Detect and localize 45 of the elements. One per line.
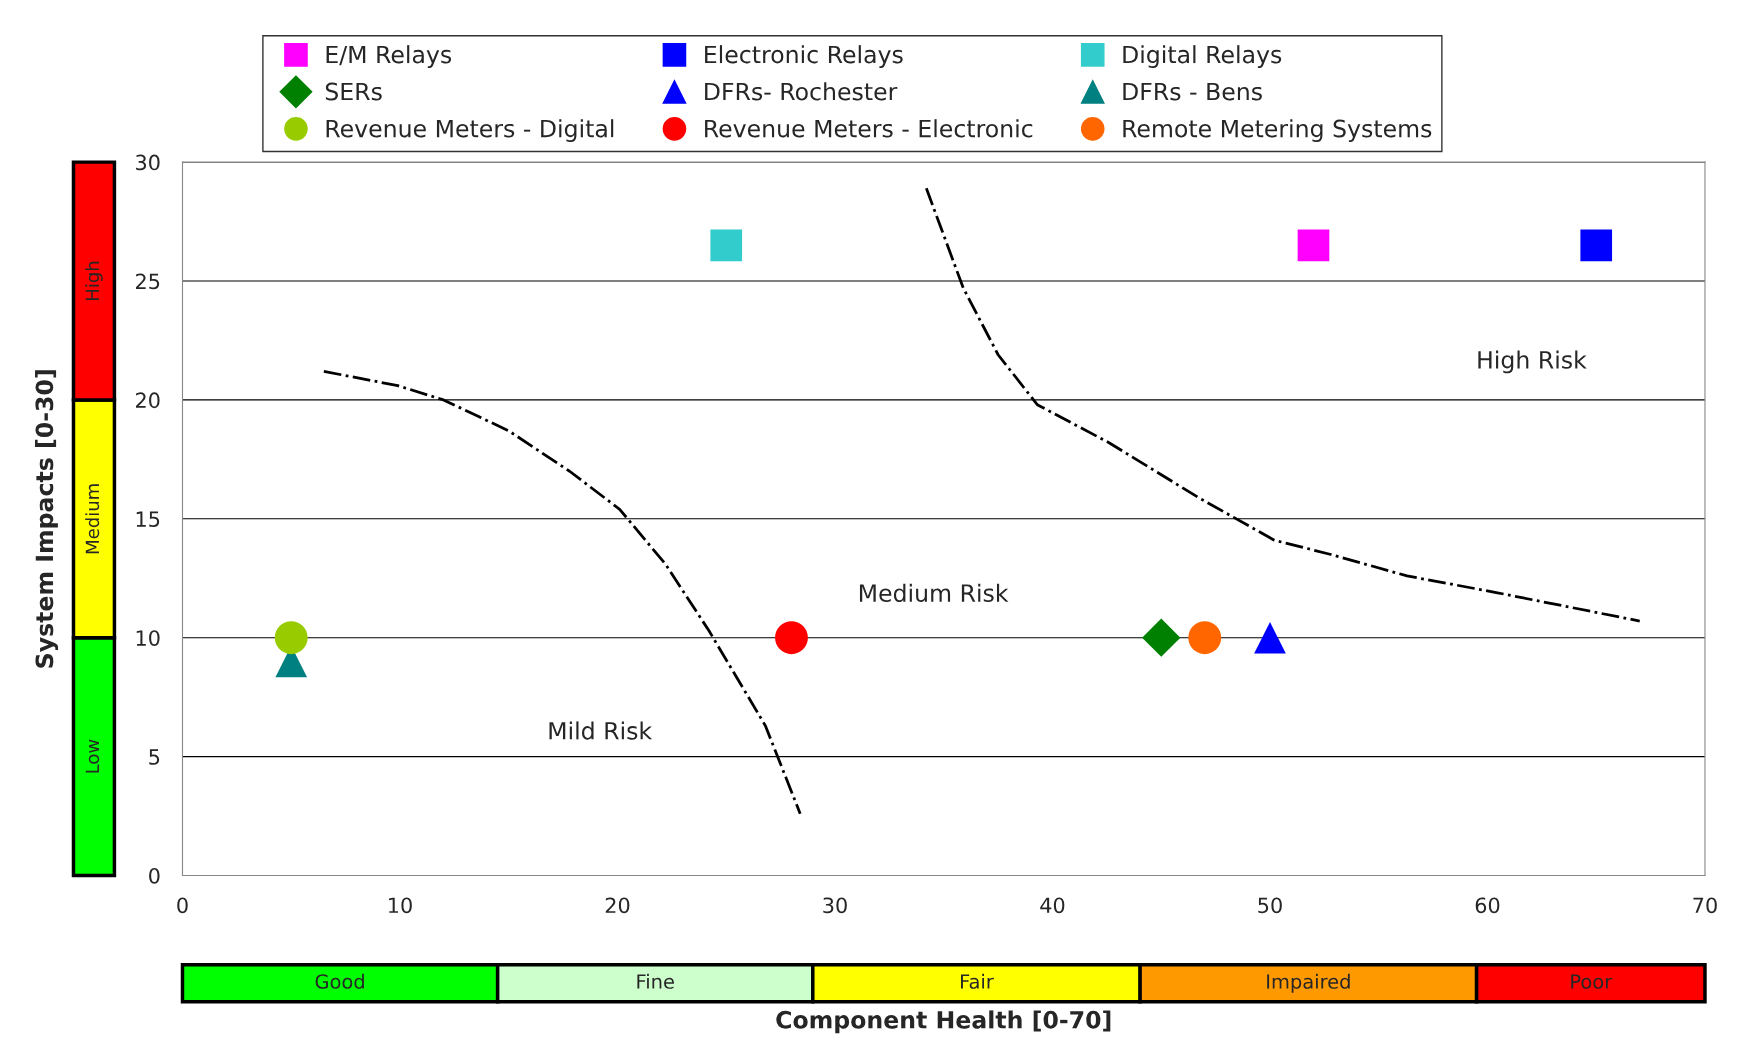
point xyxy=(1142,618,1181,657)
legend-label: E/M Relays xyxy=(326,45,452,68)
point xyxy=(1254,621,1286,654)
legend-label: Revenue Meters - Digital xyxy=(326,119,614,143)
annotation: Mild Risk xyxy=(549,721,653,740)
point xyxy=(1580,229,1613,262)
x-tick-label: 10 xyxy=(389,897,412,914)
x-tick-label: 70 xyxy=(1693,897,1717,914)
x-tick-label: 0 xyxy=(177,897,188,914)
x-tick-label: 40 xyxy=(1040,897,1065,914)
y-tick-label: 10 xyxy=(136,630,160,646)
text: Poor xyxy=(1571,974,1613,989)
x-tick-label: 60 xyxy=(1475,897,1500,914)
y-tick-label: 0 xyxy=(149,867,160,884)
point xyxy=(710,229,743,262)
point xyxy=(274,621,308,655)
point xyxy=(775,621,808,655)
y-tick-label: 5 xyxy=(149,749,160,765)
point xyxy=(1297,229,1330,262)
legend-label: SERs xyxy=(325,82,382,101)
text: Good xyxy=(315,973,364,989)
y-tick-label: 30 xyxy=(136,154,160,171)
text: High xyxy=(85,261,103,300)
x-tick-label: 20 xyxy=(605,897,630,914)
text: Fine xyxy=(637,973,674,989)
y-axis-title: System Impacts [0-30] xyxy=(35,370,59,668)
x-axis-title: Component Health [0-70] xyxy=(776,1010,1111,1034)
text: Fair xyxy=(961,973,994,989)
legend-label: DFRs- Rochester xyxy=(705,82,898,101)
text: Impaired xyxy=(1267,973,1350,993)
annotation: High Risk xyxy=(1478,350,1587,374)
annotation: Medium Risk xyxy=(859,583,1009,602)
legend-label: Digital Relays xyxy=(1123,45,1282,68)
legend-label: Revenue Meters - Electronic xyxy=(705,119,1033,138)
text: Medium xyxy=(85,484,100,554)
x-tick-label: 50 xyxy=(1258,897,1282,914)
y-tick-label: 15 xyxy=(136,511,160,528)
legend-label: Electronic Relays xyxy=(705,45,903,68)
y-tick-label: 25 xyxy=(135,273,160,290)
point xyxy=(1188,621,1222,655)
legend-label: Remote Metering Systems xyxy=(1123,119,1432,143)
text: Low xyxy=(85,739,100,773)
x-tick-label: 30 xyxy=(823,897,847,914)
y-tick-label: 20 xyxy=(135,392,160,409)
legend-label: DFRs - Bens xyxy=(1123,82,1262,101)
